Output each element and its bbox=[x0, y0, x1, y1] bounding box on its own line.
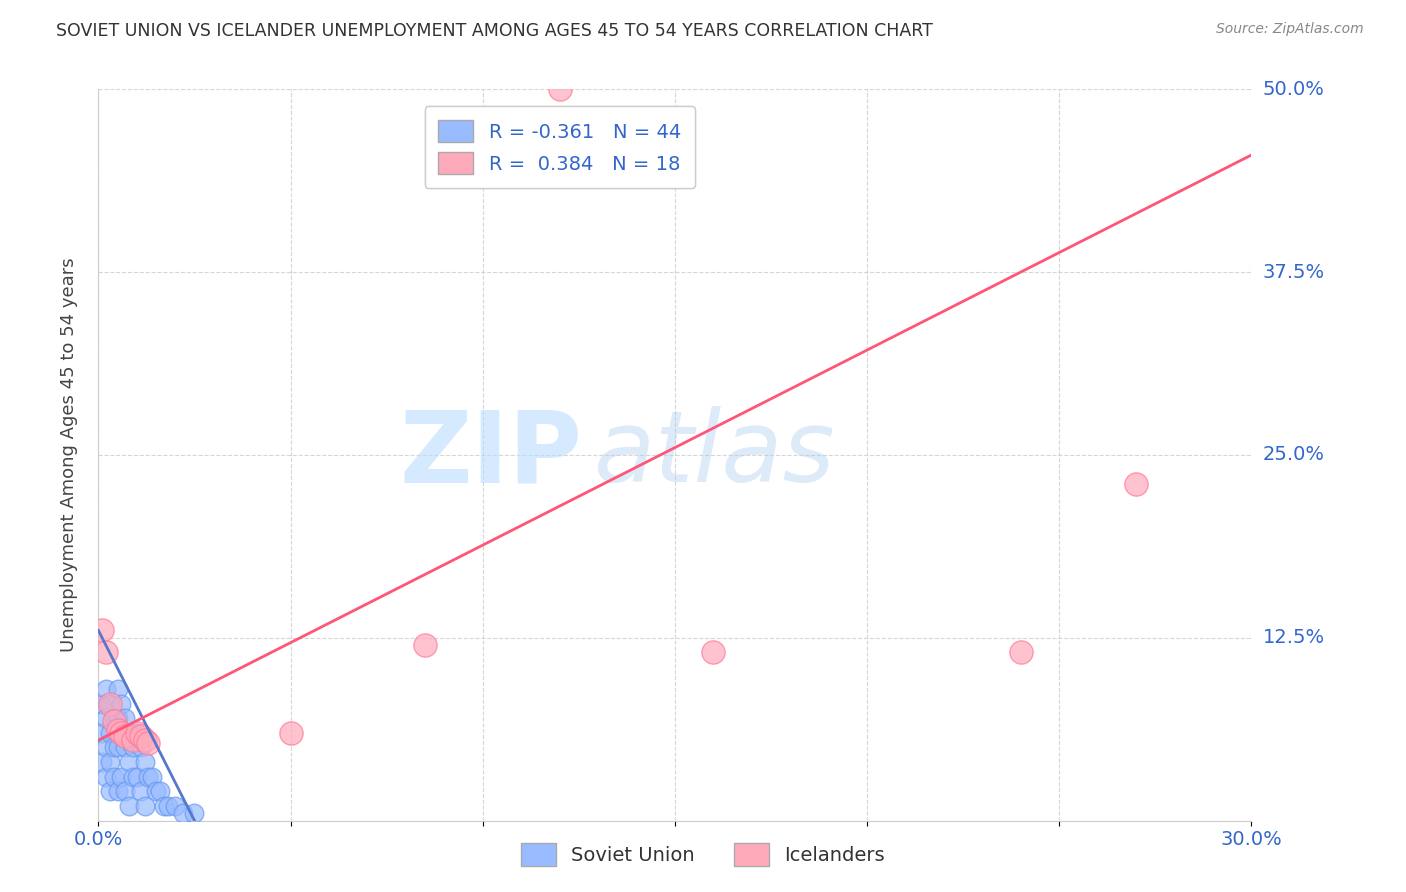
Point bbox=[138, 770, 160, 784]
Point bbox=[114, 729, 136, 743]
Point bbox=[107, 740, 129, 755]
Legend: Soviet Union, Icelanders: Soviet Union, Icelanders bbox=[513, 835, 893, 873]
Point bbox=[129, 740, 152, 755]
Point bbox=[107, 711, 129, 725]
Point bbox=[122, 770, 145, 784]
Text: Source: ZipAtlas.com: Source: ZipAtlas.com bbox=[1216, 22, 1364, 37]
Point bbox=[134, 799, 156, 814]
Point bbox=[156, 799, 179, 814]
Point bbox=[122, 740, 145, 755]
Point bbox=[114, 711, 136, 725]
Point bbox=[145, 784, 167, 798]
Legend: R = -0.361   N = 44, R =  0.384   N = 18: R = -0.361 N = 44, R = 0.384 N = 18 bbox=[425, 106, 695, 188]
Point bbox=[110, 726, 132, 740]
Point bbox=[118, 799, 141, 814]
Point bbox=[94, 711, 117, 725]
Point bbox=[110, 697, 132, 711]
Point bbox=[94, 681, 117, 696]
Point bbox=[98, 784, 121, 798]
Point bbox=[94, 740, 117, 755]
Point bbox=[125, 726, 148, 740]
Point bbox=[141, 770, 163, 784]
Point bbox=[110, 770, 132, 784]
Point bbox=[1125, 477, 1147, 491]
Point bbox=[103, 770, 125, 784]
Point bbox=[91, 697, 114, 711]
Point bbox=[149, 784, 172, 798]
Point bbox=[413, 638, 436, 652]
Point bbox=[165, 799, 187, 814]
Point bbox=[702, 645, 724, 659]
Point bbox=[122, 733, 145, 747]
Text: atlas: atlas bbox=[595, 407, 835, 503]
Point bbox=[94, 770, 117, 784]
Text: ZIP: ZIP bbox=[399, 407, 582, 503]
Point bbox=[114, 740, 136, 755]
Point bbox=[98, 755, 121, 769]
Point bbox=[103, 740, 125, 755]
Point bbox=[98, 697, 121, 711]
Point bbox=[91, 755, 114, 769]
Point bbox=[138, 736, 160, 750]
Point bbox=[103, 711, 125, 725]
Point bbox=[107, 723, 129, 737]
Text: SOVIET UNION VS ICELANDER UNEMPLOYMENT AMONG AGES 45 TO 54 YEARS CORRELATION CHA: SOVIET UNION VS ICELANDER UNEMPLOYMENT A… bbox=[56, 22, 934, 40]
Point bbox=[152, 799, 174, 814]
Point bbox=[103, 714, 125, 728]
Point bbox=[94, 645, 117, 659]
Point bbox=[172, 806, 194, 821]
Point bbox=[110, 726, 132, 740]
Point bbox=[118, 755, 141, 769]
Point bbox=[98, 697, 121, 711]
Point bbox=[98, 726, 121, 740]
Point bbox=[183, 806, 205, 821]
Point bbox=[107, 784, 129, 798]
Text: 12.5%: 12.5% bbox=[1263, 628, 1324, 648]
Text: 25.0%: 25.0% bbox=[1263, 445, 1324, 465]
Point bbox=[129, 729, 152, 743]
Y-axis label: Unemployment Among Ages 45 to 54 years: Unemployment Among Ages 45 to 54 years bbox=[59, 258, 77, 652]
Point bbox=[129, 784, 152, 798]
Point bbox=[125, 770, 148, 784]
Point bbox=[548, 82, 571, 96]
Point bbox=[91, 624, 114, 638]
Text: 50.0%: 50.0% bbox=[1263, 79, 1324, 99]
Point bbox=[1010, 645, 1032, 659]
Point bbox=[107, 681, 129, 696]
Text: 37.5%: 37.5% bbox=[1263, 262, 1324, 282]
Point bbox=[134, 733, 156, 747]
Point bbox=[91, 726, 114, 740]
Point bbox=[125, 726, 148, 740]
Point bbox=[280, 726, 302, 740]
Point bbox=[118, 726, 141, 740]
Point bbox=[134, 755, 156, 769]
Point bbox=[114, 784, 136, 798]
